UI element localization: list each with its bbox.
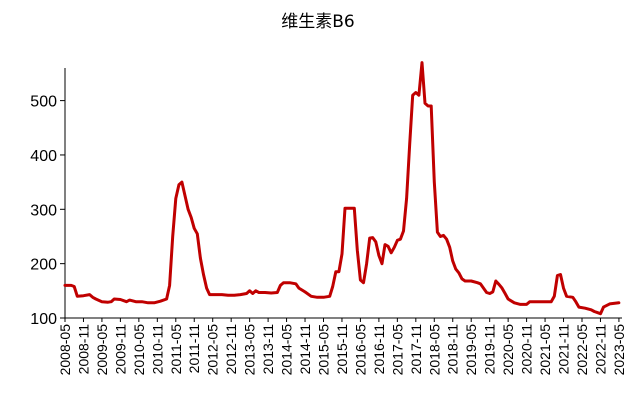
chart-title: 维生素B6 [281, 12, 354, 32]
x-axis: 2008-05 2008-11 2009-05 2009-11 2010-05 2010-… [57, 317, 627, 376]
x-tick-label: 2010-11 [149, 324, 165, 375]
x-tick-label: 2021-05 [537, 324, 553, 376]
x-tick-label: 2010-05 [131, 324, 147, 376]
series-line [63, 61, 621, 316]
x-tick-label: 2013-05 [242, 324, 258, 376]
x-tick-label: 2016-11 [371, 324, 387, 375]
y-tick-label: 200 [30, 257, 57, 274]
x-tick-label: 2018-11 [445, 324, 461, 375]
x-tick-label: 2008-05 [57, 324, 73, 376]
x-tick-label: 2021-11 [556, 324, 572, 375]
x-tick-label: 2014-05 [279, 324, 295, 376]
x-tick-label: 2011-11 [186, 324, 202, 374]
x-tick-label: 2015-11 [334, 324, 350, 375]
y-axis: 100 200 300 400 500 [30, 68, 66, 328]
x-tick-label: 2013-11 [260, 324, 276, 375]
x-tick-label: 2018-05 [426, 324, 442, 376]
x-tick-label: 2012-11 [223, 324, 239, 375]
x-tick-label: 2012-05 [205, 324, 221, 376]
x-tick-label: 2017-11 [408, 324, 424, 375]
x-tick-label: 2009-11 [112, 324, 128, 375]
x-tick-label: 2022-11 [592, 324, 608, 375]
y-tick-label: 400 [30, 148, 57, 165]
x-tick-label: 2011-05 [168, 324, 184, 375]
y-tick-label: 100 [30, 311, 57, 328]
x-tick-label: 2009-05 [94, 324, 110, 376]
x-tick-label: 2020-11 [519, 324, 535, 375]
plot-area [63, 61, 621, 316]
x-tick-label: 2015-05 [315, 324, 331, 376]
x-tick-label: 2014-11 [297, 324, 313, 375]
y-tick-label: 300 [30, 202, 57, 219]
x-tick-label: 2019-05 [463, 324, 479, 376]
x-tick-label: 2019-11 [482, 324, 498, 375]
x-tick-label: 2020-05 [500, 324, 516, 376]
y-tick-label: 500 [30, 94, 57, 111]
x-tick-label: 2022-05 [574, 324, 590, 376]
x-tick-label: 2017-05 [389, 324, 405, 376]
x-tick-label: 2016-05 [352, 324, 368, 376]
x-tick-label: 2008-11 [75, 324, 91, 375]
x-tick-label: 2023-05 [611, 324, 627, 376]
